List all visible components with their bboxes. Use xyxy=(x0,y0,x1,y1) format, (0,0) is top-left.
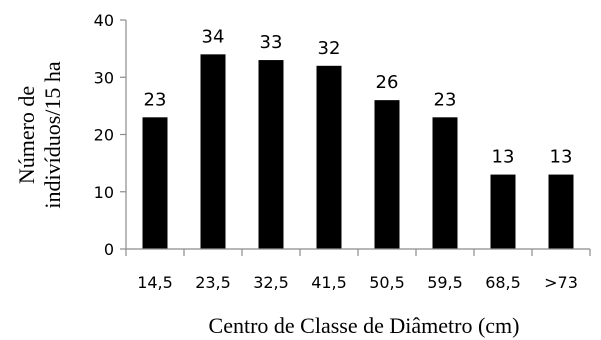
data-label: 23 xyxy=(144,89,167,110)
data-labels: 23 34 33 32 26 23 13 13 xyxy=(144,26,573,167)
bar-5 xyxy=(374,100,400,250)
x-tick-label: >73 xyxy=(544,273,578,292)
data-label: 23 xyxy=(434,89,457,110)
y-tick-label: 30 xyxy=(94,68,114,87)
y-axis-title: Número de indivíduos/15 ha xyxy=(14,61,65,209)
bars xyxy=(142,54,574,250)
bar-3 xyxy=(258,60,284,250)
x-tick-label: 14,5 xyxy=(137,273,173,292)
x-tick-label: 50,5 xyxy=(369,273,405,292)
bar-2 xyxy=(200,54,226,249)
x-tick-label: 32,5 xyxy=(253,273,289,292)
y-tick-label: 20 xyxy=(94,126,114,145)
data-label: 13 xyxy=(550,147,573,168)
data-label: 34 xyxy=(202,26,225,47)
x-tick-label: 59,5 xyxy=(427,273,463,292)
data-label: 32 xyxy=(318,38,341,59)
x-axis-ticks: 14,5 23,5 32,5 41,5 50,5 59,5 68,5 >73 xyxy=(125,249,591,292)
y-axis-title-line-1: Número de xyxy=(14,86,39,184)
y-axis-title-line-2: indivíduos/15 ha xyxy=(40,61,65,209)
bar-4 xyxy=(316,65,342,249)
bar-7 xyxy=(490,174,516,249)
data-label: 33 xyxy=(260,32,283,53)
y-axis-ticks: 0 10 20 30 40 xyxy=(94,11,126,259)
y-tick-label: 10 xyxy=(94,183,114,202)
bar-6 xyxy=(432,117,458,249)
y-tick-label: 0 xyxy=(104,240,114,259)
x-tick-label: 41,5 xyxy=(311,273,347,292)
x-tick-label: 23,5 xyxy=(195,273,231,292)
x-axis-title: Centro de Classe de Diâmetro (cm) xyxy=(209,313,520,338)
bar-8 xyxy=(548,174,574,249)
x-tick-label: 68,5 xyxy=(485,273,521,292)
data-label: 26 xyxy=(376,72,399,93)
bar-1 xyxy=(142,117,168,249)
y-tick-label: 40 xyxy=(94,11,114,30)
data-label: 13 xyxy=(492,147,515,168)
